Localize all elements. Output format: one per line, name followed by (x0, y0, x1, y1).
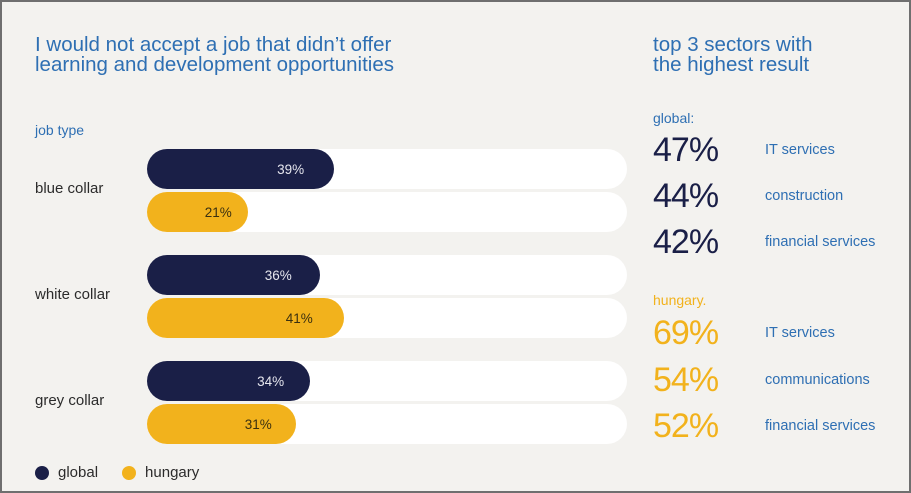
global-sector-percent: 44% (653, 177, 719, 215)
chart-title-line-1: I would not accept a job that didn’t off… (35, 33, 392, 56)
hungary-sector-percent: 54% (653, 361, 719, 399)
category-label: blue collar (35, 180, 104, 197)
hungary-bar: 41% (147, 298, 344, 338)
legend-global-swatch (35, 465, 49, 480)
hungary-sector-percent: 52% (653, 407, 719, 445)
chart-title-line-2: learning and development opportunities (35, 53, 395, 76)
global-sector-name: IT services (765, 142, 835, 158)
legend: global hungary (35, 464, 199, 481)
hungary-bar: 21% (147, 192, 248, 232)
hungary-sector-name: IT services (765, 325, 835, 341)
global-sector-name: financial services (765, 234, 876, 250)
global-bar-label: 34% (257, 373, 285, 389)
legend-global-label: global (58, 464, 99, 481)
global-sector-percent: 47% (653, 131, 719, 169)
hungary-sector-row: 69% IT services (653, 313, 908, 357)
category-label: white collar (35, 286, 111, 303)
global-sector-name: construction (765, 188, 844, 204)
hungary-sector-percent: 69% (653, 314, 719, 352)
hungary-sector-name: communications (765, 372, 870, 388)
global-bar-label: 36% (264, 267, 292, 283)
global-sectors-label: global: (653, 110, 695, 126)
global-bar-label: 39% (277, 161, 305, 177)
global-bar: 36% (147, 255, 320, 295)
sectors-title-line-1: top 3 sectors with (653, 33, 813, 56)
hungary-sector-row: 52% financial services (653, 406, 908, 450)
hungary-bar-label: 41% (285, 310, 313, 326)
hungary-sector-row: 54% communications (653, 360, 908, 404)
hungary-bar-label: 31% (244, 416, 272, 432)
hungary-sector-name: financial services (765, 418, 876, 434)
chart-title: I would not accept a job that didn’t off… (35, 33, 595, 76)
hungary-bar: 31% (147, 404, 296, 444)
global-bar: 39% (147, 149, 335, 189)
hungary-sectors-label: hungary. (653, 292, 707, 308)
global-sector-row: 42% financial services (653, 222, 908, 266)
legend-hungary-swatch (122, 465, 137, 480)
category-label: grey collar (35, 392, 105, 409)
legend-hungary-label: hungary (145, 464, 200, 481)
sectors-title-line-2: the highest result (653, 53, 810, 76)
job-type-label: job type (35, 122, 85, 138)
hungary-bar-label: 21% (204, 204, 232, 220)
global-sector-row: 47% IT services (653, 130, 908, 174)
global-bar: 34% (147, 361, 311, 401)
global-sector-percent: 42% (653, 223, 719, 261)
sectors-title: top 3 sectors with the highest result (653, 33, 813, 76)
global-sector-row: 44% construction (653, 176, 908, 220)
